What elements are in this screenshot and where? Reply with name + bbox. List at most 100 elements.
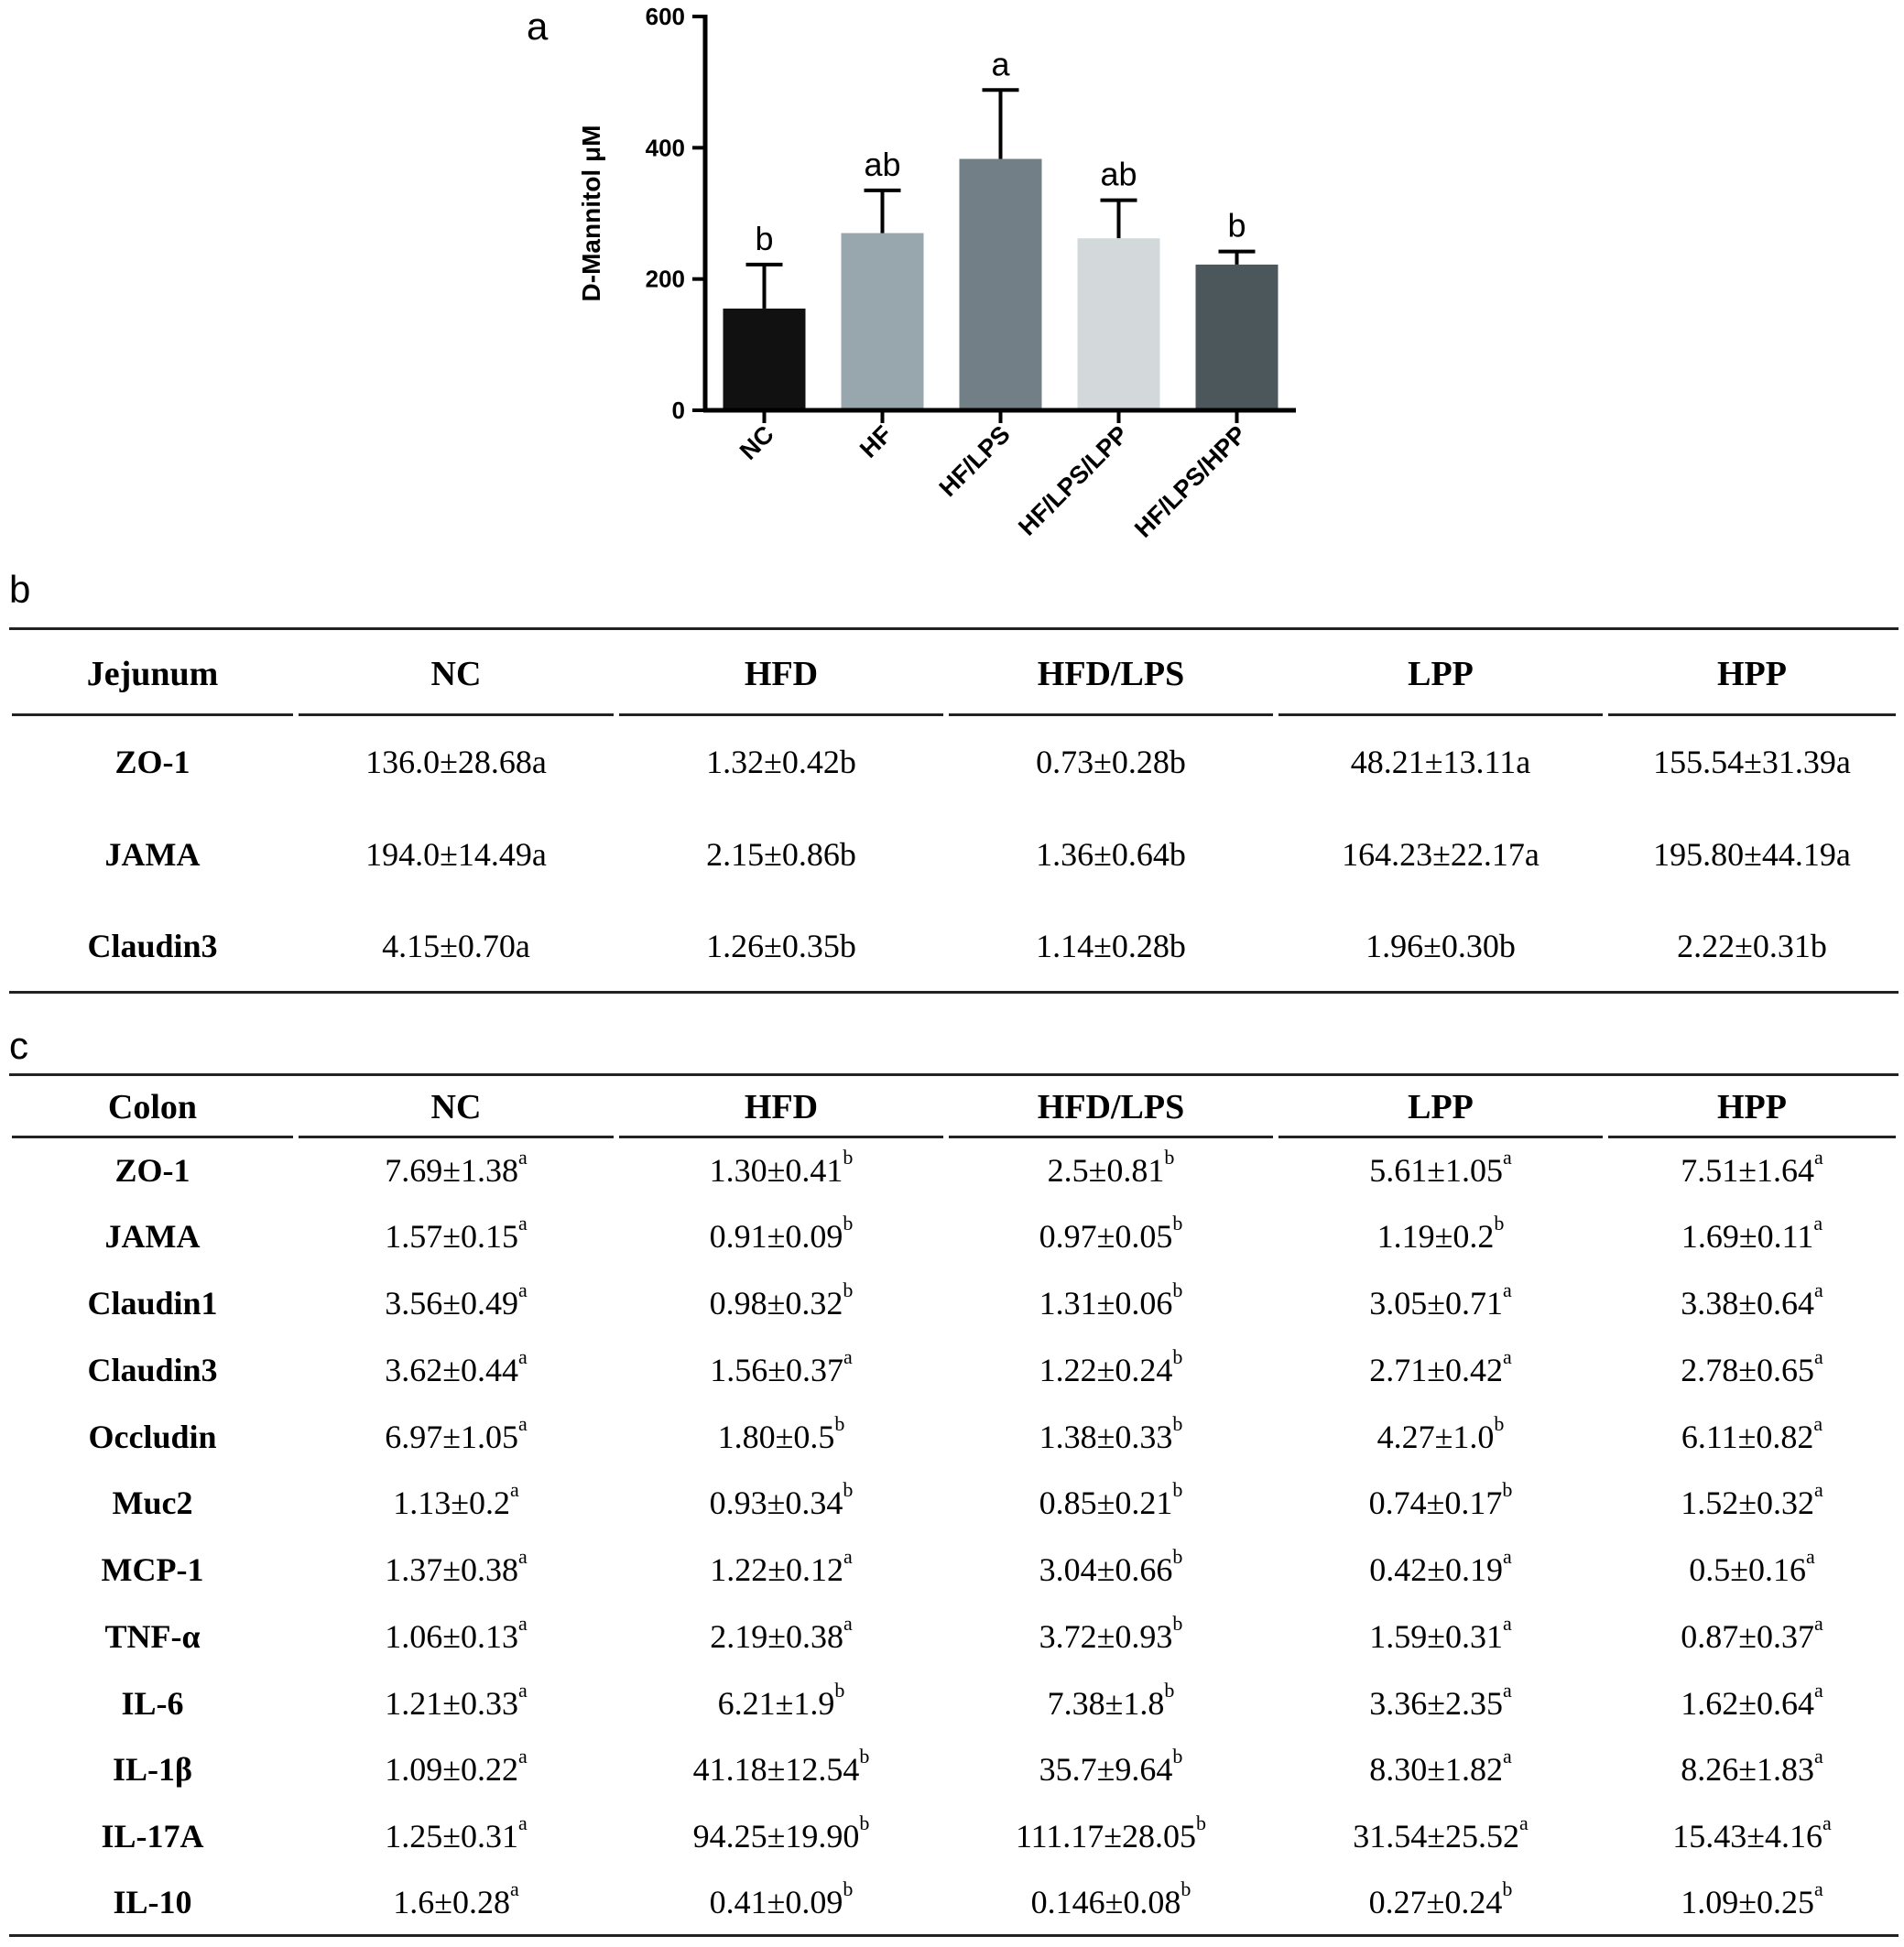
cell-value: 0.42±0.19 xyxy=(1369,1550,1503,1588)
significance-superscript: a xyxy=(518,1344,528,1368)
cell-value: 8.30±1.82 xyxy=(1369,1751,1503,1788)
cell-value: 1.52±0.32 xyxy=(1681,1485,1814,1521)
colon-cell: 0.93±0.34b xyxy=(616,1470,946,1536)
y-tick-label-2: 400 xyxy=(646,134,685,161)
cell-value: 1.09±0.22 xyxy=(385,1751,518,1788)
significance-superscript: b xyxy=(843,1877,854,1900)
significance-superscript: a xyxy=(1503,1344,1512,1368)
colon-cell: 0.97±0.05b xyxy=(946,1203,1276,1269)
significance-superscript: b xyxy=(1180,1877,1191,1900)
significance-letter-1: ab xyxy=(864,146,900,183)
x-tick-label-4: HF/LPS/HPP xyxy=(1129,420,1252,543)
jejunum-header-0: Jejunum xyxy=(86,655,219,693)
colon-cell: 5.61±1.05a xyxy=(1276,1137,1605,1203)
y-axis-label: D-Mannitol μM xyxy=(577,125,605,302)
y-tick-label-3: 600 xyxy=(646,3,685,30)
colon-row-label: Occludin xyxy=(88,1418,217,1455)
cell-value: 1.38±0.33 xyxy=(1039,1418,1173,1455)
cell-value: 1.22±0.12 xyxy=(710,1550,843,1588)
jejunum-header-1: NC xyxy=(430,655,482,693)
cell-value: 1.57±0.15 xyxy=(385,1218,518,1255)
jejunum-header-rule-4 xyxy=(1278,713,1603,716)
colon-row-label: ZO-1 xyxy=(114,1152,190,1189)
colon-cell: 111.17±28.05b xyxy=(946,1802,1276,1869)
colon-cell: 1.06±0.13a xyxy=(296,1603,616,1670)
colon-header-2: HFD xyxy=(744,1088,819,1126)
cell-value: 2.19±0.38 xyxy=(710,1617,843,1655)
significance-superscript: a xyxy=(1519,1811,1529,1834)
colon-row-label: IL-17A xyxy=(101,1817,204,1855)
jejunum-cell: 2.15±0.86b xyxy=(706,836,856,873)
colon-cell: 1.69±0.11a xyxy=(1605,1203,1899,1269)
colon-cell: 0.146±0.08b xyxy=(946,1869,1276,1935)
cell-value: 7.51±1.64 xyxy=(1681,1152,1814,1189)
colon-cell: 1.22±0.12a xyxy=(616,1536,946,1603)
bar-0 xyxy=(723,308,806,410)
jejunum-header-rule-5 xyxy=(1608,713,1896,716)
colon-cell: 1.38±0.33b xyxy=(946,1403,1276,1470)
colon-cell: 6.97±1.05a xyxy=(296,1403,616,1470)
table-row: IL-17A 1.25±0.31a 94.25±19.90b 111.17±28.05… xyxy=(9,1802,1899,1869)
colon-cell: 2.78±0.65a xyxy=(1605,1336,1899,1403)
table-row: Muc2 1.13±0.2a 0.93±0.34b 0.85±0.21b 0.74±0.… xyxy=(9,1470,1899,1536)
colon-header-rule-1 xyxy=(299,1136,614,1138)
jejunum-row-label: ZO-1 xyxy=(114,744,190,780)
significance-superscript: a xyxy=(518,1745,528,1768)
cell-value: 3.36±2.35 xyxy=(1369,1684,1503,1722)
colon-cell: 1.37±0.38a xyxy=(296,1536,616,1603)
jejunum-row-label: Claudin3 xyxy=(87,928,218,964)
cell-value: 1.80±0.5 xyxy=(717,1418,835,1455)
cell-value: 111.17±28.05 xyxy=(1015,1817,1197,1855)
cell-value: 0.91±0.09 xyxy=(709,1218,843,1255)
significance-superscript: a xyxy=(1814,1146,1823,1169)
significance-superscript: b xyxy=(843,1212,854,1235)
cell-value: 41.18±12.54 xyxy=(692,1751,860,1788)
significance-superscript: a xyxy=(1503,1678,1512,1702)
significance-superscript: a xyxy=(510,1877,519,1900)
x-tick-label-1: HF xyxy=(854,420,898,463)
cell-value: 1.30±0.41 xyxy=(709,1152,843,1189)
colon-row-label: Muc2 xyxy=(112,1485,193,1521)
cell-value: 15.43±4.16 xyxy=(1672,1817,1822,1855)
jejunum-cell: 155.54±31.39a xyxy=(1653,744,1851,780)
significance-superscript: b xyxy=(1494,1212,1505,1235)
colon-cell: 1.09±0.22a xyxy=(296,1736,616,1802)
significance-superscript: a xyxy=(1813,1212,1823,1235)
x-tick-label-0: NC xyxy=(734,420,779,465)
colon-cell: 0.74±0.17b xyxy=(1276,1470,1605,1536)
colon-header-3: HFD/LPS xyxy=(1037,1088,1185,1126)
significance-superscript: a xyxy=(1814,1278,1823,1301)
panel-label-c: c xyxy=(9,1024,28,1067)
table-row: JAMA 194.0±14.49a 2.15±0.86b 1.36±0.64b 164.… xyxy=(9,808,1899,901)
cell-value: 94.25±19.90 xyxy=(692,1817,860,1855)
cell-value: 0.27±0.24 xyxy=(1368,1884,1503,1920)
jejunum-header-2: HFD xyxy=(744,655,819,693)
cell-value: 2.71±0.42 xyxy=(1369,1351,1503,1388)
cell-value: 1.31±0.06 xyxy=(1039,1284,1173,1322)
colon-cell: 1.09±0.25a xyxy=(1605,1869,1899,1935)
significance-superscript: a xyxy=(1503,1544,1512,1568)
cell-value: 0.98±0.32 xyxy=(709,1284,843,1322)
significance-superscript: b xyxy=(1172,1544,1183,1568)
colon-cell: 0.85±0.21b xyxy=(946,1470,1276,1536)
colon-cell: 2.19±0.38a xyxy=(616,1603,946,1670)
x-tick-label-2: HF/LPS xyxy=(934,420,1016,502)
colon-header-4: LPP xyxy=(1408,1088,1474,1126)
y-tick-label-1: 200 xyxy=(646,266,685,293)
cell-value: 8.26±1.83 xyxy=(1681,1751,1814,1788)
table-row: TNF-α 1.06±0.13a 2.19±0.38a 3.72±0.93b 1.59±… xyxy=(9,1603,1899,1670)
colon-header-rule-5 xyxy=(1608,1136,1896,1138)
significance-superscript: a xyxy=(518,1811,528,1834)
cell-value: 1.21±0.33 xyxy=(385,1684,518,1722)
cell-value: 7.69±1.38 xyxy=(385,1152,518,1189)
colon-row-label: Claudin3 xyxy=(87,1351,218,1388)
jejunum-header-rule-3 xyxy=(949,713,1273,716)
table-row: JAMA 1.57±0.15a 0.91±0.09b 0.97±0.05b 1.19±0… xyxy=(9,1203,1899,1269)
significance-superscript: b xyxy=(859,1811,870,1834)
table-row: IL-1β 1.09±0.22a 41.18±12.54b 35.7±9.64b 8.3… xyxy=(9,1736,1899,1802)
cell-value: 31.54±25.52 xyxy=(1353,1817,1519,1855)
colon-cell: 1.21±0.33a xyxy=(296,1670,616,1736)
jejunum-table: Jejunum NC HFD HFD/LPS LPP HPP ZO-1 136.0±28.6… xyxy=(9,632,1899,991)
jejunum-cell: 1.14±0.28b xyxy=(1036,928,1186,964)
cell-value: 1.56±0.37 xyxy=(710,1351,843,1388)
